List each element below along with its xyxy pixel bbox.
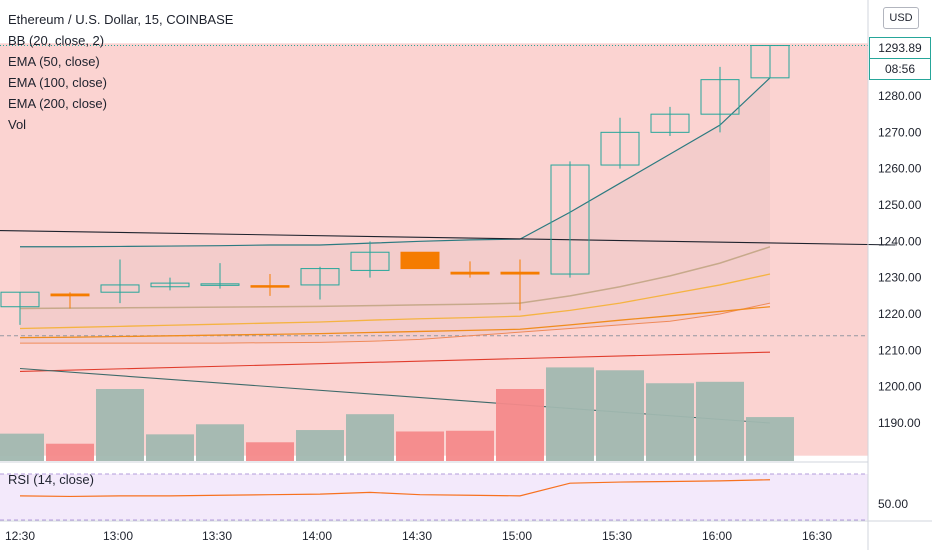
price-tick-label: 1240.00: [878, 234, 922, 248]
price-tick-label: 1270.00: [878, 125, 922, 139]
volume-bar: [196, 424, 244, 461]
candle-body: [150, 282, 190, 288]
volume-bar: [246, 442, 294, 461]
time-tick-label: 16:30: [802, 529, 832, 543]
indicator-ema50[interactable]: EMA (50, close): [8, 54, 100, 69]
candle-body: [750, 45, 790, 79]
candle-body: [100, 284, 140, 293]
ema200-line: [19, 306, 771, 339]
candle-body: [600, 131, 640, 166]
candle-body: [50, 293, 90, 297]
price-tick-label: 1210.00: [878, 343, 922, 357]
last-price-tag: 1293.89: [869, 37, 931, 59]
candle-body: [250, 285, 290, 288]
volume-bar: [596, 370, 644, 461]
trendline-black: [0, 229, 896, 246]
trendline-red: [19, 351, 771, 372]
rsi-line: [19, 479, 771, 498]
price-tick-label: 1250.00: [878, 198, 922, 212]
indicator-vol[interactable]: Vol: [8, 117, 27, 132]
candle-body: [650, 113, 690, 133]
time-tick-label: 16:00: [702, 529, 732, 543]
indicator-ema200[interactable]: EMA (200, close): [8, 96, 107, 111]
price-tick-label: 1200.00: [878, 380, 922, 394]
price-tick-label: 1280.00: [878, 89, 922, 103]
bb-lower-line: [20, 302, 771, 344]
volume-bar: [446, 430, 494, 461]
candle-body: [300, 268, 340, 286]
currency-button[interactable]: USD: [883, 7, 919, 29]
volume-bar: [146, 434, 194, 461]
trendline-grey: [19, 367, 771, 424]
volume-bar: [96, 389, 144, 461]
rsi-tick-label: 50.00: [878, 497, 908, 511]
time-tick-label: 15:30: [602, 529, 632, 543]
time-tick-label: 13:00: [103, 529, 133, 543]
candle-body: [700, 79, 740, 115]
chart-title[interactable]: Ethereum / U.S. Dollar, 15, COINBASE: [8, 12, 234, 27]
volume-bar: [546, 367, 594, 461]
candle-body: [550, 164, 590, 275]
volume-bar: [696, 381, 744, 461]
candle-body: [450, 271, 490, 275]
indicator-bb[interactable]: BB (20, close, 2): [8, 33, 105, 48]
price-tick-label: 1190.00: [878, 416, 921, 430]
indicator-ema100[interactable]: EMA (100, close): [8, 75, 107, 90]
time-tick-label: 14:00: [302, 529, 332, 543]
bb-fill: [20, 77, 770, 344]
price-tick-label: 1230.00: [878, 271, 922, 285]
countdown-tag: 08:56: [869, 58, 931, 80]
candle-body: [0, 291, 40, 308]
candle-body: [200, 283, 240, 286]
ema50-line: [19, 246, 771, 310]
time-tick-label: 12:30: [5, 529, 35, 543]
volume-bar: [0, 433, 44, 461]
legend: Ethereum / U.S. Dollar, 15, COINBASE BB …: [8, 9, 233, 135]
time-tick-label: 14:30: [402, 529, 432, 543]
candle-body: [350, 251, 390, 271]
rsi-label[interactable]: RSI (14, close): [8, 472, 94, 487]
volume-bar: [646, 383, 694, 461]
time-tick-label: 15:00: [502, 529, 532, 543]
volume-bar: [746, 417, 794, 461]
volume-bar: [46, 443, 94, 461]
price-tick-label: 1260.00: [878, 162, 922, 176]
candle-body: [500, 271, 540, 275]
price-tick-label: 1220.00: [878, 307, 922, 321]
time-tick-label: 13:30: [202, 529, 232, 543]
volume-bar: [396, 431, 444, 461]
ema100-line: [19, 273, 771, 330]
bb-upper-line: [20, 77, 771, 248]
rsi-band: [0, 474, 868, 520]
candle-body: [400, 251, 440, 270]
volume-bar: [346, 414, 394, 461]
volume-bar: [496, 389, 544, 461]
volume-bar: [296, 430, 344, 461]
